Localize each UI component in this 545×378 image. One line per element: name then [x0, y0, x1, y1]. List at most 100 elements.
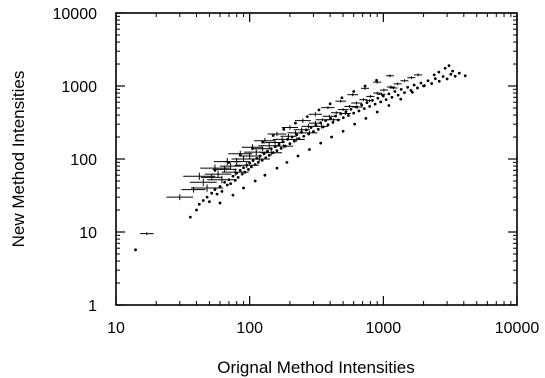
data-point [396, 93, 400, 97]
data-point [387, 104, 391, 107]
error-bar-point [244, 149, 269, 156]
error-bar-point [414, 73, 423, 77]
data-point [248, 161, 252, 165]
data-point [201, 199, 205, 202]
data-point [242, 186, 245, 190]
error-bar-point [267, 131, 287, 137]
error-bar-point [365, 99, 374, 103]
error-bar-point [344, 104, 356, 108]
data-point [422, 84, 425, 88]
error-bar-point [393, 82, 402, 86]
data-point [368, 105, 372, 108]
error-bar-point [315, 118, 330, 122]
y-tick-label: 1 [88, 298, 97, 315]
data-point [453, 74, 457, 78]
data-point [247, 168, 250, 171]
data-point [376, 96, 380, 100]
data-point [349, 107, 353, 111]
data-point [267, 154, 271, 157]
data-point [223, 180, 227, 184]
data-point [353, 122, 357, 126]
data-point [319, 141, 323, 145]
error-bar-point [407, 76, 416, 80]
error-bar-point [347, 93, 359, 97]
y-tick-label: 1000 [61, 79, 97, 96]
data-point [220, 189, 224, 193]
data-point [218, 185, 222, 188]
data-point [399, 97, 403, 101]
error-bar-point [272, 137, 292, 142]
data-point [225, 183, 229, 187]
data-point [308, 148, 311, 151]
error-bar-point [335, 99, 347, 103]
error-bar-point [314, 124, 329, 129]
x-tick-label: 10 [107, 320, 125, 337]
y-tick-label: 10 [79, 225, 97, 242]
data-point [375, 110, 379, 114]
data-point [295, 133, 299, 137]
data-point [302, 134, 306, 138]
data-point [352, 111, 356, 115]
data-point [357, 109, 361, 113]
error-bar-point [337, 108, 349, 112]
y-axis-title: New Method Intensities [9, 71, 28, 248]
x-tick-label: 100 [236, 320, 263, 337]
data-point [242, 166, 245, 170]
data-point [430, 82, 434, 85]
data-point [403, 91, 406, 95]
data-point [393, 90, 397, 93]
data-point [253, 179, 257, 183]
data-point [263, 173, 267, 177]
data-point [208, 200, 211, 204]
data-point [215, 192, 219, 196]
error-bar-point [140, 232, 154, 236]
data-point [347, 114, 350, 117]
data-point [463, 74, 467, 78]
error-bar-point [287, 130, 304, 136]
error-bar-point [228, 150, 253, 157]
data-point [288, 142, 292, 146]
data-point [264, 156, 268, 160]
error-bar-point [301, 124, 316, 129]
data-point [251, 159, 255, 163]
data-point [390, 95, 394, 99]
data-point [384, 98, 388, 102]
error-bar-point [294, 118, 311, 123]
error-bar-point [219, 163, 242, 169]
data-point [362, 107, 366, 111]
data-point [279, 146, 283, 150]
data-point [195, 208, 198, 212]
x-tick-label: 10000 [495, 320, 540, 337]
error-bar-point [183, 172, 216, 180]
error-bar-point [221, 168, 249, 176]
error-bar-point [241, 144, 264, 151]
data-point [341, 116, 345, 120]
error-bar-point [340, 112, 351, 115]
data-point [275, 149, 279, 153]
error-bar-point [366, 94, 375, 98]
error-bar-point [361, 86, 370, 90]
error-bar-point [301, 130, 318, 136]
data-point [261, 140, 265, 144]
data-point [412, 83, 416, 87]
data-point [240, 172, 244, 176]
data-point [449, 72, 453, 76]
data-point [331, 120, 335, 124]
data-point [271, 134, 275, 137]
error-bar-point [377, 92, 386, 96]
data-point [426, 79, 430, 83]
data-point [305, 115, 309, 119]
error-bar-point [191, 184, 224, 192]
data-point [316, 127, 320, 131]
data-point [260, 158, 264, 162]
data-point [317, 108, 321, 112]
data-point [277, 142, 281, 146]
error-bar-point [288, 137, 305, 142]
plot-frame [115, 12, 518, 306]
data-point [419, 81, 423, 85]
error-bar-point [189, 178, 217, 186]
error-bar-point [166, 194, 194, 201]
data-point [437, 70, 441, 74]
data-point [213, 188, 217, 192]
